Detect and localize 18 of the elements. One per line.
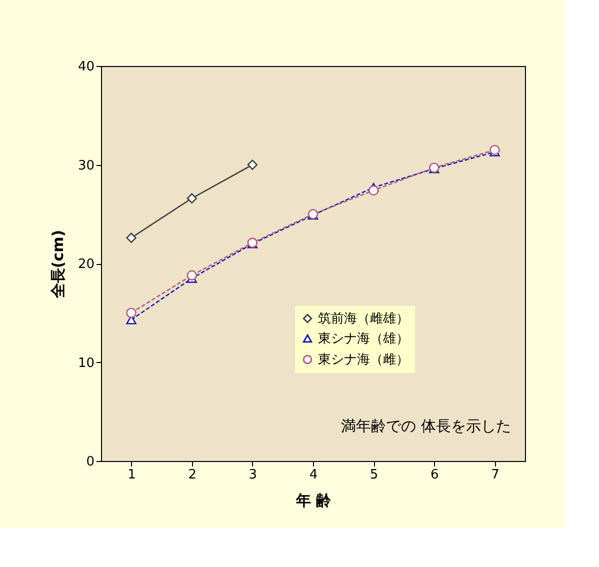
annotation: 満年齢での 体長を示した [341, 417, 511, 435]
legend-label: 東シナ海（雌） [318, 352, 409, 368]
x-tick-label: 6 [430, 468, 439, 482]
legend-label: 筑前海（雌雄） [318, 312, 409, 326]
x-tick-label: 7 [491, 468, 500, 482]
x-tick-label: 3 [248, 468, 258, 482]
y-tick-label: 10 [78, 356, 94, 371]
x-tick-label: 4 [309, 468, 318, 482]
x-tick-label: 2 [188, 468, 196, 482]
legend-label: 東シナ海（雄） [318, 332, 409, 346]
y-tick-label: 40 [78, 60, 94, 74]
y-tick-label: 30 [78, 158, 94, 174]
x-axis-title: 年 齢 [294, 492, 332, 510]
x-tick-label: 1 [128, 468, 136, 482]
y-axis-title: 全長(cm) [48, 230, 67, 300]
y-tick-label: 0 [86, 454, 94, 470]
y-tick-label: 20 [78, 257, 94, 272]
x-tick-label: 5 [370, 468, 378, 482]
